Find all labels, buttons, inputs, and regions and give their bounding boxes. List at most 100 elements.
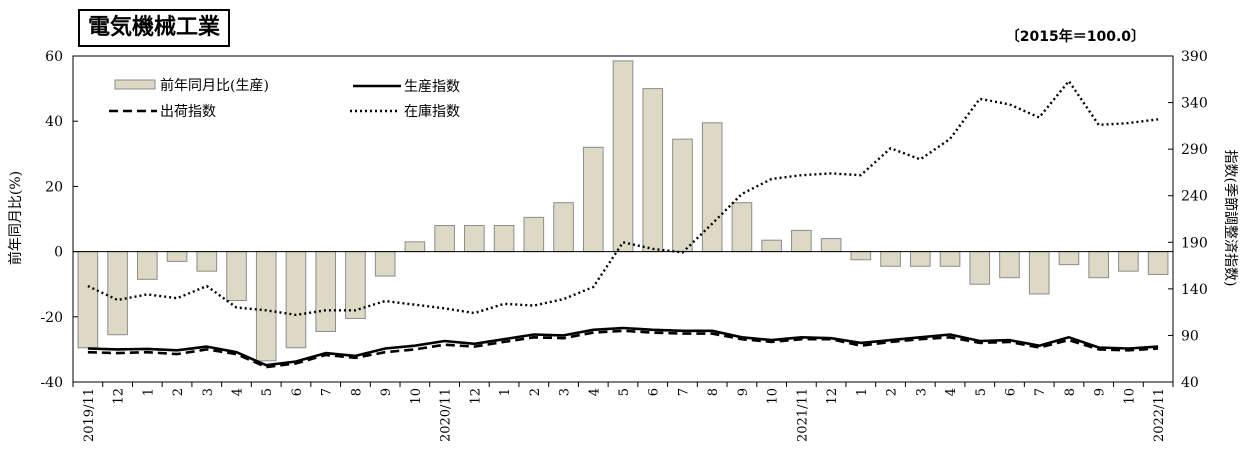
x-tick-label: 5 bbox=[260, 388, 275, 396]
x-tick-label: 5 bbox=[617, 388, 632, 396]
bar-yoy-production bbox=[77, 251, 99, 349]
legend-swatch-bar bbox=[114, 79, 156, 90]
y-left-tick-label: -20 bbox=[40, 310, 63, 326]
x-tick-label: 9 bbox=[1093, 388, 1108, 396]
y-right-tick-label: 290 bbox=[1181, 142, 1208, 158]
x-tick-label: 1 bbox=[855, 388, 870, 396]
x-tick-label: 7 bbox=[676, 388, 691, 396]
bar-yoy-production bbox=[642, 88, 664, 253]
bar-yoy-production bbox=[909, 251, 931, 267]
x-tick-label: 10 bbox=[1122, 388, 1137, 405]
bar-yoy-production bbox=[701, 122, 723, 253]
y-left-tick-label: 60 bbox=[45, 49, 63, 65]
y-left-tick-label: 20 bbox=[45, 179, 63, 195]
bar-yoy-production bbox=[137, 251, 158, 280]
x-tick-label: 2020/11 bbox=[439, 388, 454, 442]
x-tick-label: 6 bbox=[647, 388, 662, 396]
bar-yoy-production bbox=[285, 251, 307, 349]
bar-yoy-production bbox=[1147, 251, 1169, 275]
plot-frame bbox=[72, 55, 1174, 383]
bar-yoy-production bbox=[1118, 251, 1139, 272]
bar-yoy-production bbox=[255, 251, 277, 362]
bar-yoy-production bbox=[1088, 251, 1109, 279]
base-year-note: 〔2015年＝100.0〕 bbox=[1005, 29, 1145, 45]
y-right-tick-label: 140 bbox=[1181, 282, 1208, 298]
bar-yoy-production bbox=[315, 251, 337, 332]
x-tick-label: 3 bbox=[558, 388, 573, 396]
x-tick-label: 2 bbox=[885, 388, 900, 396]
line-series bbox=[87, 79, 1159, 369]
bar-yoy-production bbox=[464, 225, 485, 253]
bar-yoy-production bbox=[761, 239, 782, 253]
legend-label-bar: 前年同月比(生産) bbox=[160, 77, 269, 94]
x-tick-label: 1 bbox=[141, 388, 156, 396]
bar-yoy-production bbox=[404, 241, 426, 253]
x-tick-label: 10 bbox=[766, 388, 781, 405]
bar-yoy-production bbox=[493, 225, 515, 253]
bar-yoy-production bbox=[939, 251, 961, 267]
line-shipment-index bbox=[87, 329, 1159, 369]
bar-yoy-production bbox=[523, 216, 545, 253]
bar-yoy-production bbox=[612, 60, 634, 253]
x-tick-label: 4 bbox=[587, 388, 602, 396]
legend-label-inventory: 在庫指数 bbox=[404, 103, 460, 120]
y-right-tick-label: 40 bbox=[1181, 375, 1199, 391]
x-tick-label: 12 bbox=[825, 388, 840, 405]
y-left-tick-label: 40 bbox=[45, 114, 63, 130]
bar-yoy-production bbox=[850, 251, 872, 261]
x-tick-label: 4 bbox=[231, 388, 246, 396]
x-tick-label: 7 bbox=[320, 388, 335, 396]
bar-series bbox=[77, 60, 1169, 362]
x-tick-label: 4 bbox=[944, 388, 959, 396]
x-tick-label: 10 bbox=[409, 388, 424, 405]
chart-title: 電気機械工業 bbox=[78, 9, 231, 47]
x-tick-label: 7 bbox=[1033, 388, 1048, 396]
x-tick-label: 6 bbox=[1003, 388, 1018, 396]
x-tick-label: 9 bbox=[736, 388, 751, 396]
x-tick-label: 8 bbox=[1063, 388, 1078, 396]
bar-yoy-production bbox=[820, 238, 842, 253]
x-tick-label: 6 bbox=[290, 388, 305, 396]
bar-yoy-production bbox=[731, 202, 753, 253]
bar-yoy-production bbox=[226, 251, 247, 302]
bar-yoy-production bbox=[1028, 251, 1050, 295]
x-tick-label: 2 bbox=[528, 388, 543, 396]
bar-yoy-production bbox=[345, 251, 366, 319]
bar-yoy-production bbox=[553, 202, 574, 253]
y-right-tick-label: 340 bbox=[1181, 96, 1208, 112]
line-inventory-index bbox=[87, 79, 1159, 317]
y-right-tick-label: 240 bbox=[1181, 189, 1208, 205]
x-tick-label: 3 bbox=[914, 388, 929, 396]
x-tick-label: 8 bbox=[349, 388, 364, 396]
bar-yoy-production bbox=[672, 138, 693, 253]
bar-yoy-production bbox=[166, 251, 188, 262]
y-axis-right-label: 指数(季節調整済指数) bbox=[1222, 150, 1239, 287]
x-tick-label: 5 bbox=[974, 388, 989, 396]
line-production-index bbox=[87, 326, 1159, 367]
x-tick-label: 3 bbox=[201, 388, 216, 396]
plot-area bbox=[72, 55, 1174, 383]
y-right-tick-label: 90 bbox=[1181, 328, 1199, 344]
legend-label-shipment: 出荷指数 bbox=[160, 104, 216, 120]
y-right-tick-label: 390 bbox=[1181, 49, 1208, 65]
bar-yoy-production bbox=[791, 229, 812, 253]
bar-yoy-production bbox=[999, 251, 1020, 279]
x-tick-label: 12 bbox=[112, 388, 127, 405]
bar-yoy-production bbox=[434, 225, 455, 253]
x-tick-label: 2021/11 bbox=[795, 388, 810, 442]
x-tick-label: 8 bbox=[706, 388, 721, 396]
x-tick-label: 1 bbox=[498, 388, 513, 396]
y-axis-left-label: 前年同月比(%) bbox=[7, 171, 24, 265]
x-tick-label: 2019/11 bbox=[82, 388, 97, 442]
bar-yoy-production bbox=[1058, 251, 1080, 266]
y-left-tick-label: 0 bbox=[54, 245, 63, 261]
bar-yoy-production bbox=[880, 251, 901, 267]
axes: -40 -20 0 20 40 60 40 90 140 190 240 290 340 390 2019/… bbox=[40, 49, 1207, 442]
x-tick-label: 9 bbox=[379, 388, 394, 396]
y-left-tick-label: -40 bbox=[40, 375, 63, 391]
bar-yoy-production bbox=[582, 146, 604, 253]
bar-yoy-production bbox=[969, 251, 991, 285]
x-tick-label: 2022/11 bbox=[1152, 388, 1167, 442]
